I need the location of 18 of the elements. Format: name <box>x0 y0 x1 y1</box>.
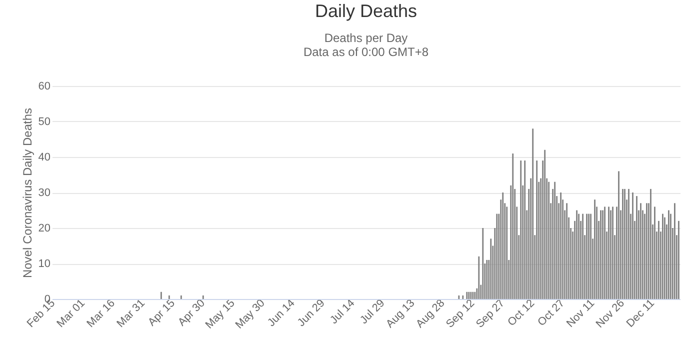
x-tick-label: Mar 31 <box>114 297 148 330</box>
x-tick-label: May 30 <box>233 297 268 332</box>
x-tick-label: Apr 15 <box>146 297 178 329</box>
chart-subtitle: Deaths per Day Data as of 0:00 GMT+8 <box>303 31 429 59</box>
y-tick-label: 60 <box>38 80 50 92</box>
x-tick-label: Nov 26 <box>594 297 627 330</box>
y-tick-label: 40 <box>38 152 50 164</box>
x-tick-label: Dec 11 <box>624 297 657 330</box>
x-tick-label: Jun 14 <box>265 297 298 330</box>
y-axis-title: Novel Coronavirus Daily Deaths <box>20 108 34 278</box>
chart-title: Daily Deaths <box>314 1 418 21</box>
x-tick-label: Jul 14 <box>328 297 358 327</box>
y-tick-label: 50 <box>38 116 50 128</box>
y-tick-label: 20 <box>38 222 50 234</box>
y-tick-label: 10 <box>38 258 50 270</box>
x-tick-label: Jun 29 <box>295 297 328 330</box>
y-tick-label: 30 <box>38 187 50 199</box>
x-tick-label: Oct 12 <box>506 297 538 329</box>
